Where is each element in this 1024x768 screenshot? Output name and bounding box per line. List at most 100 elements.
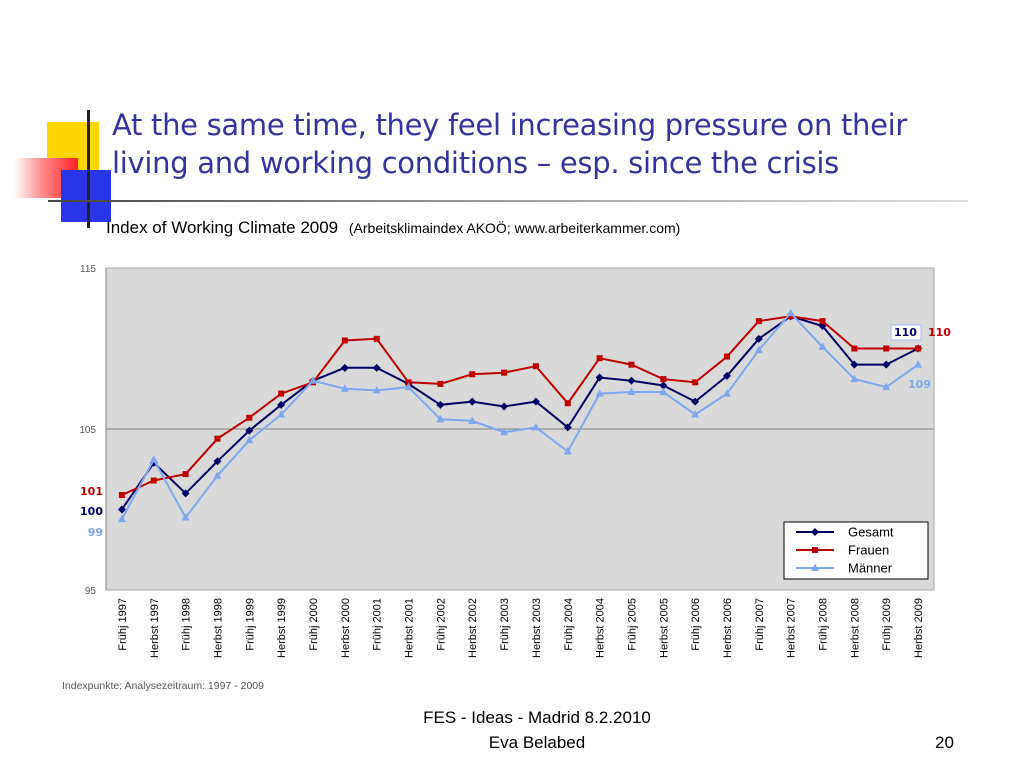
data-point — [214, 435, 221, 442]
data-point — [723, 371, 731, 380]
x-tick-label: Herbst 2002 — [467, 598, 479, 658]
data-point — [627, 376, 636, 385]
legend-label: Männer — [848, 561, 893, 576]
legend-marker — [811, 528, 819, 536]
end-value-label: 110 — [928, 326, 951, 339]
decor-horizontal-line — [48, 200, 968, 202]
y-tick-label: 95 — [85, 586, 97, 597]
data-point — [627, 387, 636, 395]
data-point — [501, 369, 508, 376]
data-point — [882, 360, 891, 369]
legend: Gesamt Frauen Männer — [783, 521, 929, 580]
data-point — [755, 318, 762, 325]
start-value-label: 101 — [80, 485, 103, 498]
x-tick-label: Herbst 1999 — [276, 598, 288, 658]
end-labels: 100 110 101 110 99 109 — [80, 324, 951, 539]
data-point — [692, 379, 699, 386]
data-point — [340, 363, 349, 372]
data-point — [691, 397, 700, 406]
data-point — [628, 361, 635, 368]
series-mnner — [117, 308, 923, 523]
data-point — [660, 376, 667, 383]
data-point — [691, 410, 700, 418]
x-tick-labels: Frühj 1997 Herbst 1997 Frühj 1998 Herbst 19… — [117, 598, 925, 658]
data-point — [532, 363, 539, 370]
data-point — [724, 353, 730, 360]
x-tick-label: Frühj 2002 — [435, 598, 447, 651]
y-tick-labels: 115 105 95 — [79, 264, 96, 597]
x-tick-label: Herbst 2007 — [786, 598, 798, 658]
x-tick-label: Herbst 2004 — [595, 598, 607, 658]
x-tick-label: Herbst 2001 — [404, 598, 416, 658]
x-tick-label: Herbst 1997 — [149, 598, 161, 658]
data-point — [883, 345, 890, 352]
data-point — [754, 334, 763, 343]
data-point — [182, 471, 189, 478]
x-tick-label: Frühj 1998 — [181, 598, 193, 651]
data-point — [436, 400, 445, 409]
data-point — [500, 402, 509, 411]
data-point — [405, 379, 412, 386]
x-tick-label: Frühj 2008 — [818, 598, 830, 651]
data-point — [373, 335, 380, 342]
x-tick-label: Herbst 2000 — [340, 598, 352, 658]
data-point — [309, 376, 317, 384]
data-point — [850, 374, 859, 383]
data-point — [181, 513, 190, 521]
end-value-label: 110 — [894, 326, 917, 339]
series-line — [121, 311, 919, 520]
data-point — [851, 345, 858, 352]
data-point — [469, 371, 476, 378]
data-point — [372, 385, 381, 394]
legend-label: Frauen — [848, 543, 889, 558]
legend-marker — [811, 563, 819, 571]
series-layer — [117, 308, 923, 523]
chart-note: Indexpunkte; Analysezeitraum: 1997 - 200… — [62, 680, 264, 692]
x-tick-label: Frühj 2003 — [499, 598, 511, 651]
end-label-box — [890, 324, 922, 341]
data-point — [531, 422, 540, 431]
footer-event: FES - Ideas - Madrid 8.2.2010 — [423, 708, 651, 727]
data-point — [468, 416, 477, 424]
legend-label: Gesamt — [848, 525, 894, 540]
data-point — [277, 400, 286, 409]
data-point — [245, 426, 254, 435]
data-point — [277, 410, 286, 418]
end-value-label: 109 — [908, 378, 931, 391]
data-point — [882, 382, 891, 391]
data-point — [787, 313, 794, 320]
x-tick-label: Herbst 1998 — [212, 598, 224, 658]
x-tick-label: Herbst 2009 — [913, 598, 925, 658]
data-point — [340, 384, 349, 392]
decor-vertical-line — [87, 110, 90, 228]
x-tick-label: Herbst 2006 — [722, 598, 734, 658]
data-point — [468, 397, 477, 406]
decor-blue-square — [61, 170, 111, 222]
data-point — [245, 435, 254, 444]
data-point — [596, 355, 603, 362]
data-point — [150, 477, 157, 484]
x-tick-label: Frühj 2006 — [690, 598, 702, 651]
data-point — [372, 363, 381, 372]
data-point — [500, 427, 509, 436]
data-point — [213, 471, 222, 479]
start-value-label: 100 — [80, 505, 103, 518]
x-tick-label: Frühj 1999 — [244, 598, 256, 651]
x-tick-label: Frühj 2001 — [372, 598, 384, 651]
data-point — [246, 414, 253, 421]
data-point — [659, 381, 668, 390]
data-point — [819, 318, 826, 325]
data-point — [595, 373, 604, 382]
data-point — [181, 489, 190, 498]
x-tick-label: Frühj 2007 — [754, 598, 766, 651]
y-tick-label: 105 — [79, 425, 96, 436]
x-tick-label: Herbst 2005 — [658, 598, 670, 658]
data-point — [278, 390, 285, 397]
x-tick-label: Frühj 2009 — [881, 598, 893, 651]
footer-author: Eva Belabed — [488, 733, 586, 752]
data-point — [818, 321, 827, 330]
data-point — [786, 308, 795, 317]
data-point — [436, 414, 445, 423]
data-point — [818, 342, 827, 350]
data-point — [563, 423, 572, 432]
